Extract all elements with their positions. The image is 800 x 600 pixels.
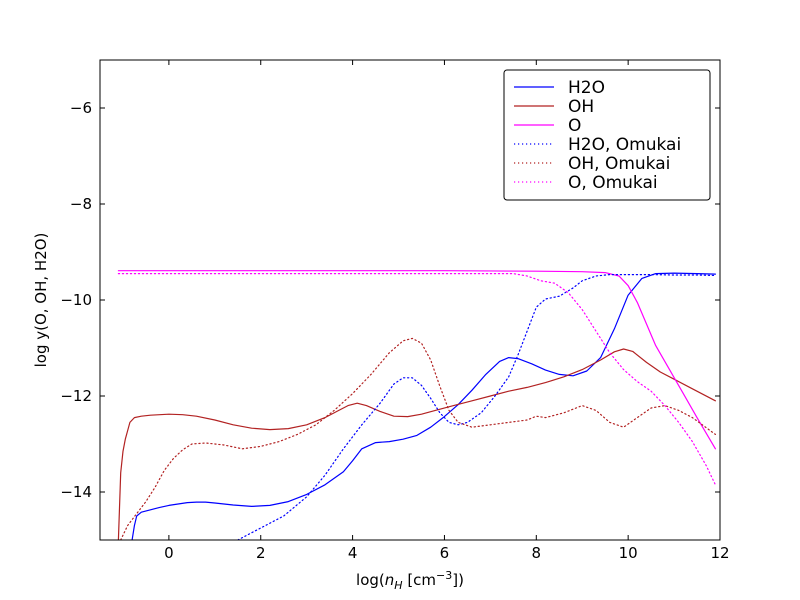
- y-tick-label: −6: [70, 99, 92, 117]
- x-tick-label: 0: [164, 544, 174, 562]
- series-layer: [117, 270, 717, 540]
- x-tick-label: 4: [348, 544, 358, 562]
- series-line-o: [117, 270, 717, 450]
- legend-box: [503, 69, 711, 201]
- y-tick-label: −8: [70, 195, 92, 213]
- x-axis-label: log(nH [cm−3]): [356, 569, 464, 592]
- legend-label: H2O: [568, 78, 605, 98]
- x-tick-label: 10: [619, 544, 638, 562]
- series-line-h2o: [131, 272, 717, 540]
- legend-label: OH: [568, 97, 594, 117]
- series-line-oh: [117, 348, 717, 540]
- legend-label: H2O, Omukai: [568, 135, 681, 155]
- x-tick-label: 6: [440, 544, 450, 562]
- x-tick-label: 12: [710, 544, 729, 562]
- y-axis-label: log y(O, OH, H2O): [32, 233, 50, 368]
- axes: 0 2 4 6 8 10 12 −14 −12 −10 −8 −6: [60, 59, 730, 562]
- legend-label: O: [568, 116, 581, 136]
- y-tick-label: −14: [60, 483, 92, 501]
- series-line-oh-omukai: [120, 337, 717, 540]
- y-tick-label: −10: [60, 291, 92, 309]
- series-line-h2o-omukai: [237, 274, 717, 540]
- y-tick-label: −12: [60, 387, 92, 405]
- x-tick-label: 2: [256, 544, 266, 562]
- legend-label: OH, Omukai: [568, 154, 670, 174]
- legend-label: O, Omukai: [568, 173, 658, 193]
- series-line-o-omukai: [117, 273, 717, 486]
- x-tick-label: 8: [532, 544, 542, 562]
